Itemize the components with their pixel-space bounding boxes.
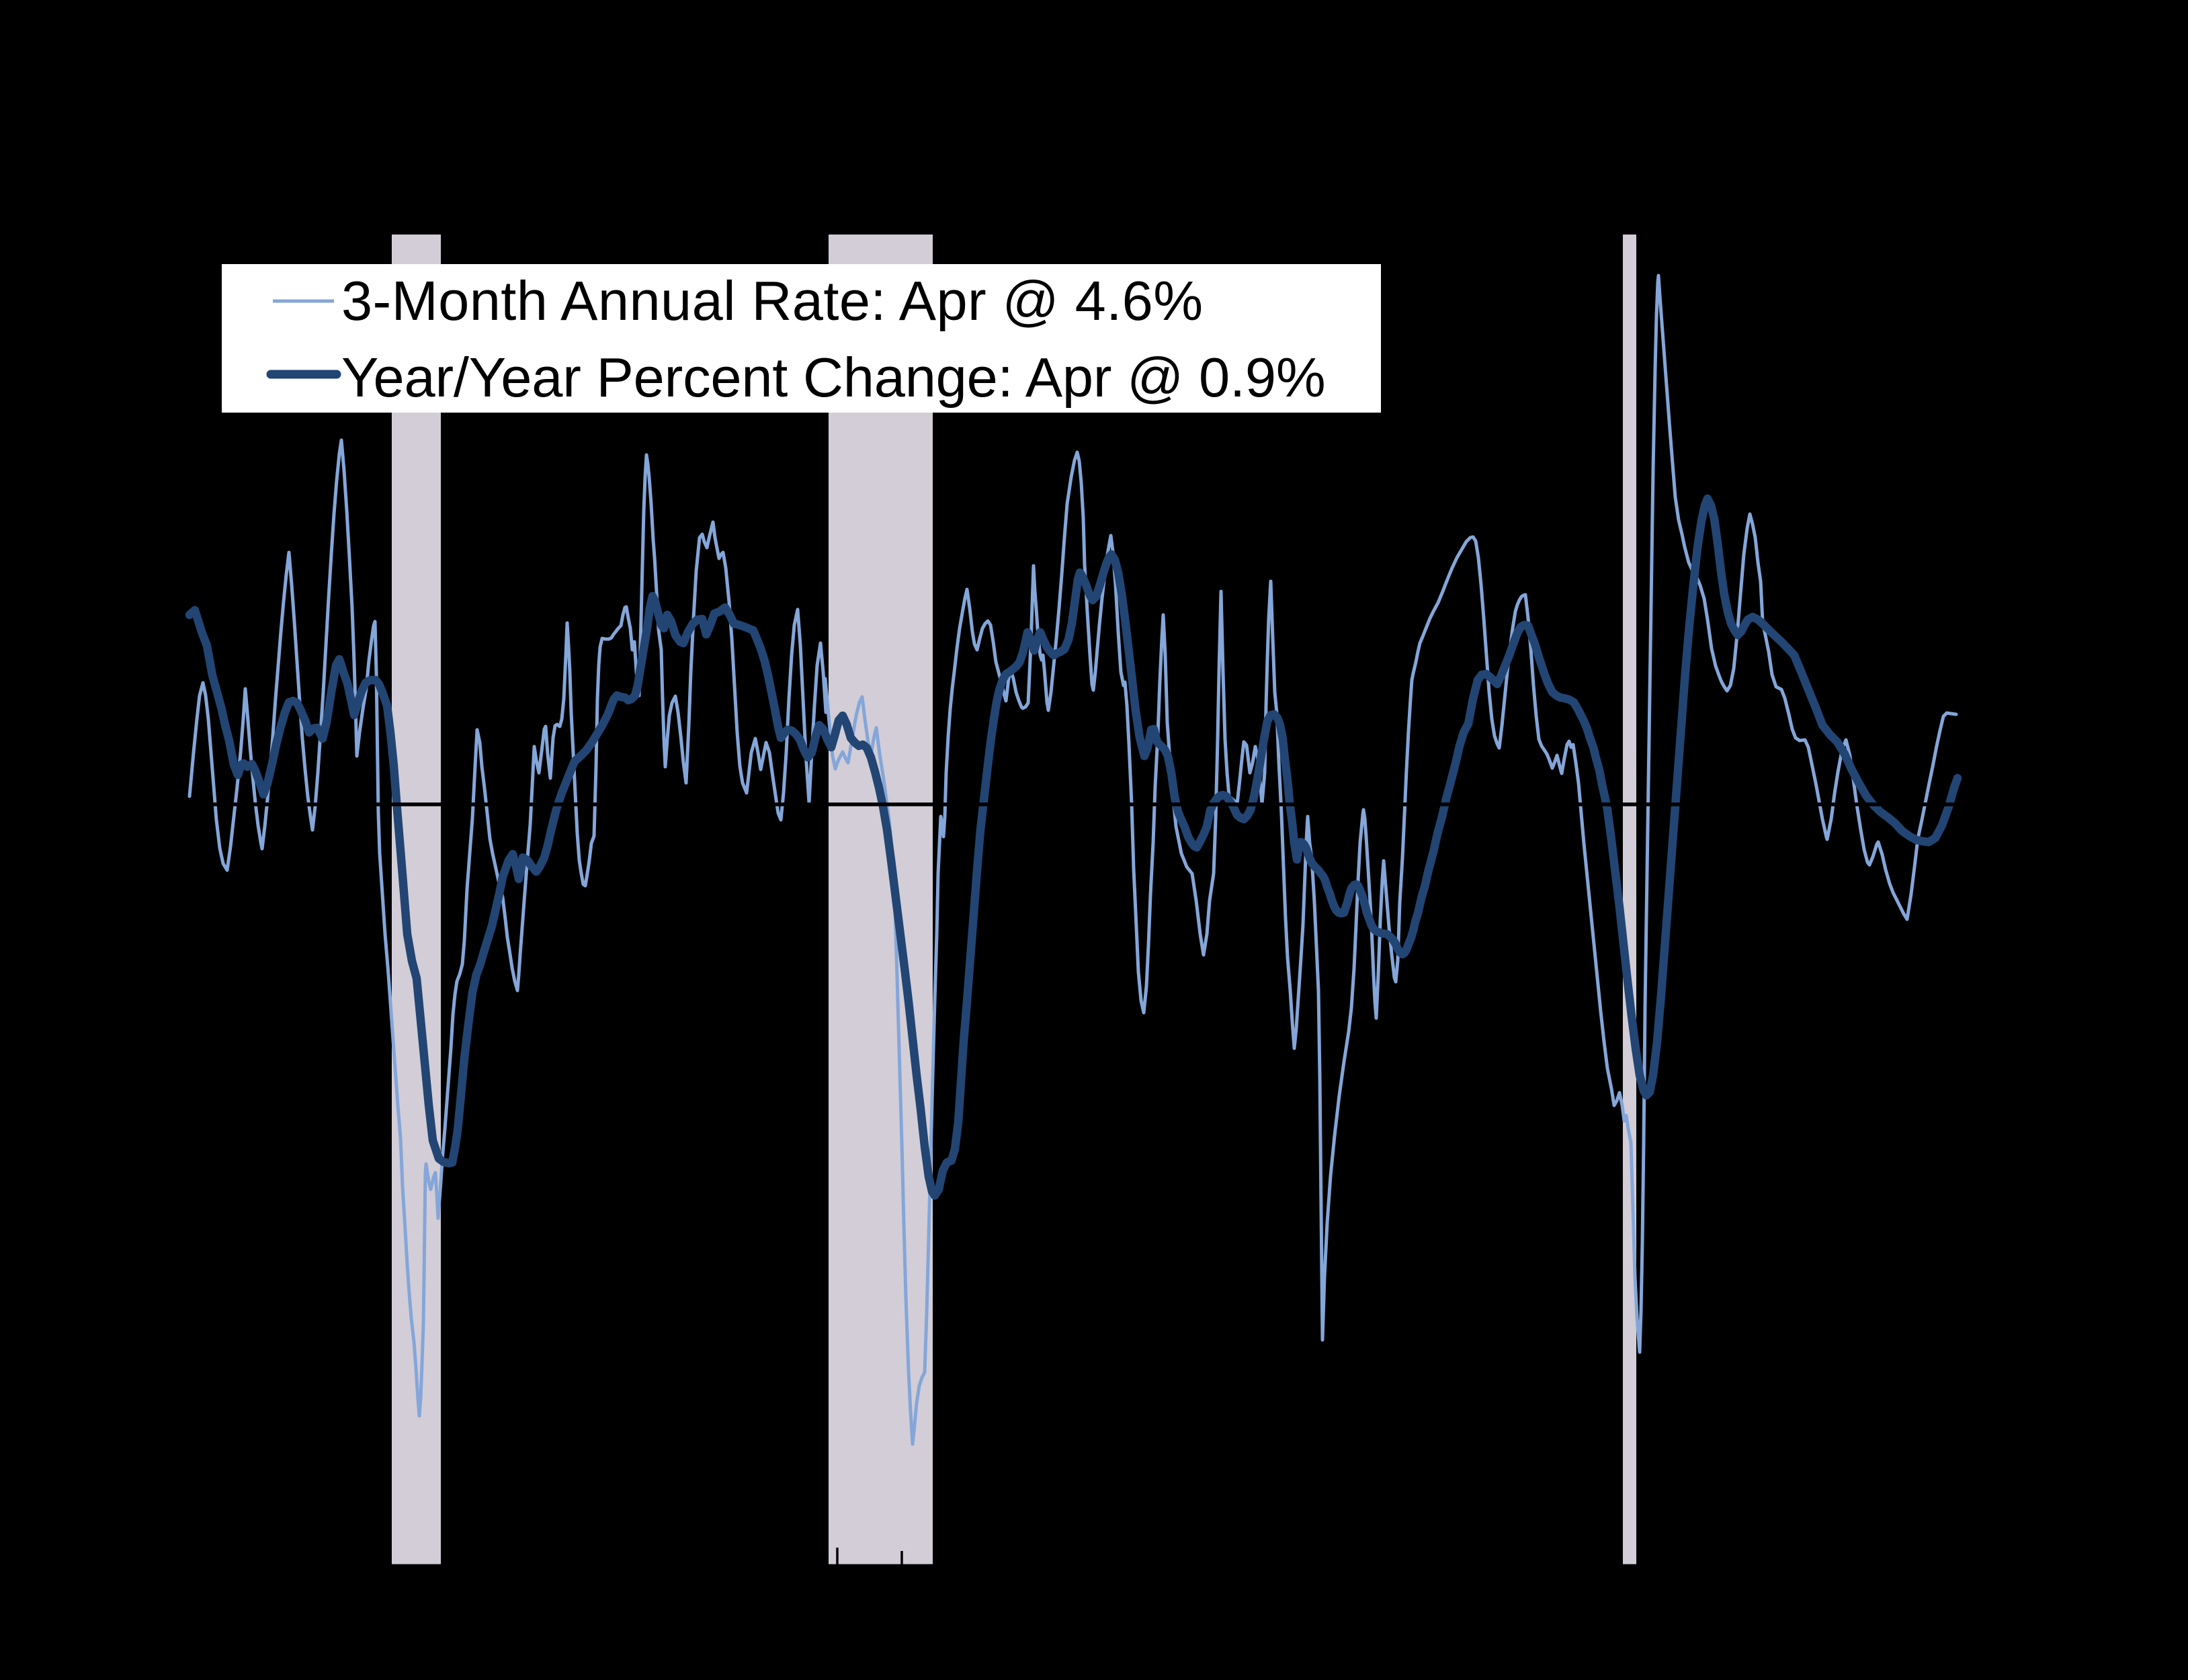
svg-text:Year/Year Percent Change: Apr: Year/Year Percent Change: Apr @ 0.9% [341,346,1325,409]
svg-text:3-Month Annual Rate: Apr @ 4.6: 3-Month Annual Rate: Apr @ 4.6% [341,269,1203,332]
